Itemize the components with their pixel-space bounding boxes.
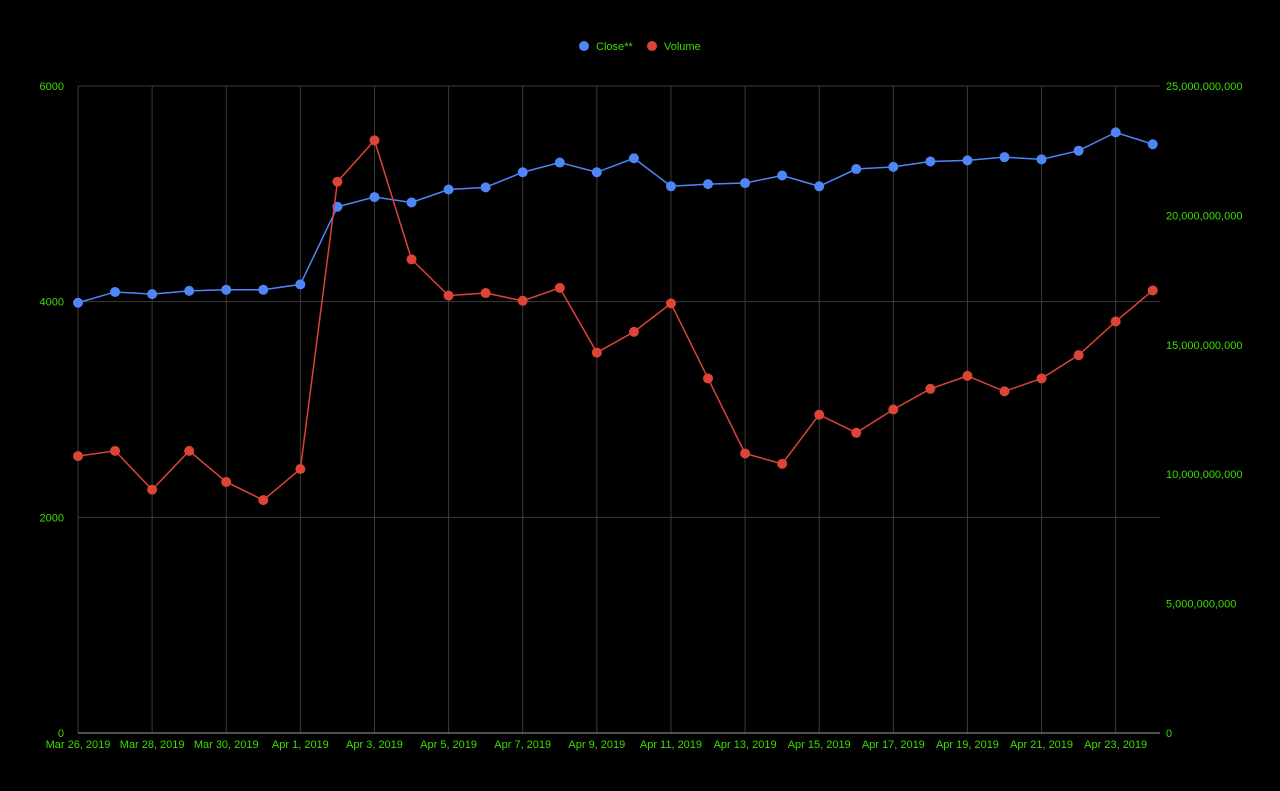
- y-right-tick-label: 0: [1166, 728, 1172, 740]
- data-point-volume: [1036, 373, 1047, 384]
- data-point-volume: [1110, 316, 1121, 327]
- x-tick-label: Mar 26, 2019: [46, 739, 111, 751]
- data-point-close: [369, 192, 380, 203]
- series-line-close: [77, 131, 1153, 304]
- data-point-volume: [814, 409, 825, 420]
- data-point-volume: [740, 448, 751, 459]
- data-point-close: [295, 279, 306, 290]
- x-tick-label: Apr 13, 2019: [714, 739, 777, 751]
- data-point-volume: [665, 298, 676, 309]
- data-point-close: [851, 164, 862, 175]
- x-tick-label: Apr 17, 2019: [862, 739, 925, 751]
- data-point-volume: [406, 254, 417, 265]
- y-right-tick-label: 25,000,000,000: [1166, 81, 1242, 93]
- x-tick-label: Mar 28, 2019: [120, 739, 185, 751]
- y-right-tick-label: 5,000,000,000: [1166, 599, 1236, 611]
- legend-marker-close: [579, 41, 589, 51]
- data-point-volume: [295, 464, 306, 475]
- data-point-volume: [1073, 350, 1084, 361]
- data-point-close: [1147, 139, 1158, 150]
- y-left-tick-label: 2000: [40, 512, 64, 524]
- data-point-volume: [925, 383, 936, 394]
- x-tick-label: Apr 7, 2019: [494, 739, 551, 751]
- x-tick-label: Apr 11, 2019: [640, 739, 702, 751]
- data-point-close: [1073, 145, 1084, 156]
- axes: Mar 26, 2019 Mar 28, 2019 Mar 30, 2019 Apr …: [40, 81, 1243, 751]
- x-tick-label: Mar 30, 2019: [194, 739, 259, 751]
- data-point-volume: [554, 282, 565, 293]
- series-line-volume: [77, 138, 1154, 501]
- data-point-volume: [888, 404, 899, 415]
- data-point-close: [480, 182, 491, 193]
- y-right-tick-label: 15,000,000,000: [1166, 340, 1242, 352]
- data-point-close: [962, 155, 973, 166]
- data-point-volume: [73, 451, 83, 462]
- data-point-close: [925, 156, 936, 167]
- data-point-close: [777, 170, 788, 181]
- data-point-volume: [480, 288, 491, 299]
- data-point-volume: [517, 295, 528, 306]
- data-point-close: [73, 297, 83, 308]
- data-point-volume: [777, 458, 788, 469]
- data-point-volume: [443, 290, 454, 301]
- legend-marker-volume: [647, 41, 657, 51]
- data-point-volume: [628, 326, 639, 337]
- data-point-close: [1110, 127, 1121, 138]
- data-point-close: [110, 286, 121, 297]
- x-tick-label: Apr 19, 2019: [936, 739, 999, 751]
- data-point-close: [147, 289, 158, 300]
- x-tick-label: Apr 21, 2019: [1010, 739, 1073, 751]
- x-tick-label: Apr 9, 2019: [568, 739, 625, 751]
- y-right-tick-label: 10,000,000,000: [1166, 469, 1242, 481]
- data-point-close: [999, 152, 1010, 163]
- y-left-tick-label: 6000: [40, 81, 64, 93]
- data-point-volume: [999, 386, 1010, 397]
- data-point-volume: [184, 445, 195, 456]
- data-point-volume: [369, 135, 380, 146]
- data-point-close: [1036, 154, 1047, 165]
- data-point-volume: [591, 347, 602, 358]
- data-point-volume: [110, 445, 121, 456]
- y-left-tick-label: 4000: [40, 297, 64, 309]
- data-point-volume: [258, 495, 269, 506]
- x-tick-label: Apr 1, 2019: [272, 739, 329, 751]
- x-tick-label: Apr 23, 2019: [1084, 739, 1147, 751]
- legend-label-close: Close**: [596, 41, 633, 53]
- x-tick-label: Apr 15, 2019: [788, 739, 851, 751]
- data-point-close: [406, 197, 417, 208]
- data-point-close: [703, 179, 714, 190]
- data-point-volume: [332, 176, 343, 187]
- data-point-close: [554, 157, 565, 168]
- series: [73, 127, 1158, 506]
- data-point-close: [888, 161, 899, 172]
- data-point-volume: [147, 484, 158, 495]
- data-point-close: [740, 178, 751, 189]
- data-point-volume: [851, 427, 862, 438]
- y-left-tick-label: 0: [58, 728, 64, 740]
- data-point-volume: [703, 373, 714, 384]
- data-point-close: [628, 153, 639, 164]
- data-point-volume: [962, 370, 973, 381]
- x-tick-label: Apr 3, 2019: [346, 739, 403, 751]
- y-right-tick-label: 20,000,000,000: [1166, 210, 1242, 222]
- legend-label-volume: Volume: [664, 41, 701, 53]
- x-tick-label: Apr 5, 2019: [420, 739, 477, 751]
- data-point-volume: [221, 476, 232, 487]
- data-point-close: [665, 181, 676, 192]
- legend[interactable]: Close** Volume: [579, 41, 701, 53]
- gridlines: [77, 85, 1160, 733]
- data-point-close: [814, 181, 825, 192]
- data-point-close: [258, 284, 269, 295]
- data-point-close: [221, 284, 232, 295]
- data-point-close: [591, 167, 602, 178]
- data-point-close: [517, 167, 528, 178]
- data-point-volume: [1147, 285, 1158, 296]
- data-point-close: [443, 184, 454, 195]
- data-point-close: [184, 285, 195, 296]
